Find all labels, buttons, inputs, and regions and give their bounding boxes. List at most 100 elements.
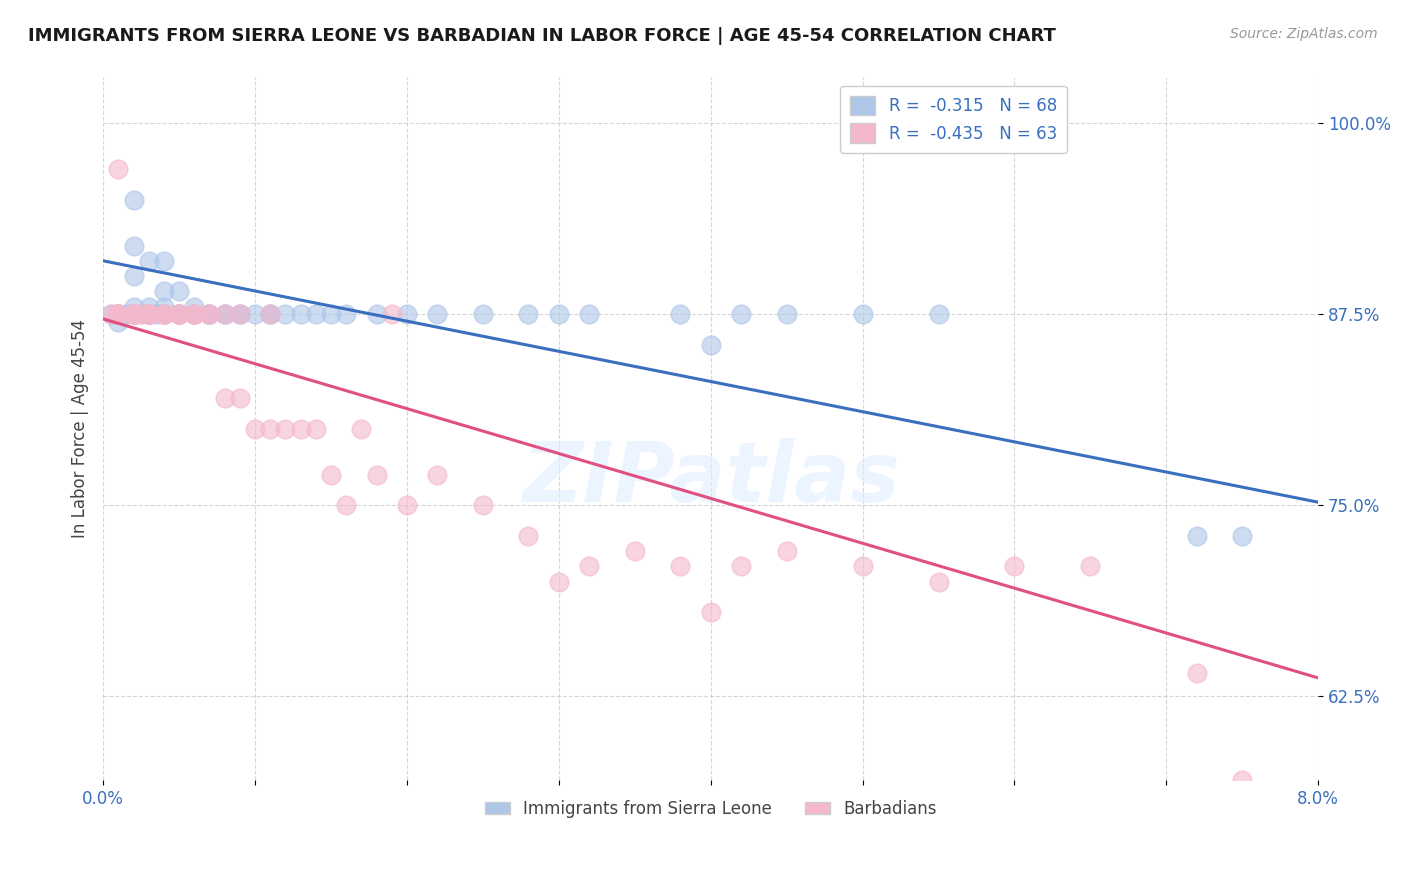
Point	[107, 307, 129, 321]
Point	[229, 307, 252, 321]
Point	[229, 307, 252, 321]
Point	[305, 422, 328, 436]
Point	[547, 574, 569, 589]
Point	[547, 307, 569, 321]
Point	[259, 307, 281, 321]
Point	[366, 307, 388, 321]
Point	[517, 307, 540, 321]
Point	[198, 307, 221, 321]
Point	[183, 307, 205, 321]
Point	[395, 498, 418, 512]
Point	[578, 307, 600, 321]
Point	[183, 300, 205, 314]
Point	[1004, 559, 1026, 574]
Point	[578, 559, 600, 574]
Point	[145, 307, 167, 321]
Y-axis label: In Labor Force | Age 45-54: In Labor Force | Age 45-54	[72, 319, 89, 539]
Point	[335, 498, 357, 512]
Point	[167, 307, 190, 321]
Point	[214, 307, 236, 321]
Point	[153, 307, 176, 321]
Point	[107, 307, 129, 321]
Point	[699, 605, 721, 619]
Point	[167, 285, 190, 299]
Point	[138, 307, 160, 321]
Point	[198, 307, 221, 321]
Point	[319, 467, 342, 482]
Point	[198, 307, 221, 321]
Point	[183, 307, 205, 321]
Point	[471, 307, 494, 321]
Point	[259, 307, 281, 321]
Point	[153, 285, 176, 299]
Point	[167, 307, 190, 321]
Legend: Immigrants from Sierra Leone, Barbadians: Immigrants from Sierra Leone, Barbadians	[478, 793, 943, 825]
Point	[229, 392, 252, 406]
Text: ZIPatlas: ZIPatlas	[522, 438, 900, 518]
Point	[1232, 529, 1254, 543]
Point	[167, 307, 190, 321]
Point	[775, 544, 797, 558]
Point	[305, 307, 328, 321]
Point	[426, 307, 449, 321]
Point	[138, 307, 160, 321]
Point	[319, 307, 342, 321]
Point	[138, 300, 160, 314]
Point	[138, 307, 160, 321]
Point	[153, 300, 176, 314]
Point	[153, 307, 176, 321]
Text: Source: ZipAtlas.com: Source: ZipAtlas.com	[1230, 27, 1378, 41]
Point	[153, 307, 176, 321]
Point	[122, 269, 145, 284]
Point	[198, 307, 221, 321]
Point	[138, 253, 160, 268]
Point	[122, 307, 145, 321]
Point	[517, 529, 540, 543]
Point	[214, 392, 236, 406]
Point	[138, 307, 160, 321]
Point	[243, 307, 266, 321]
Point	[129, 307, 152, 321]
Point	[183, 307, 205, 321]
Point	[290, 307, 312, 321]
Point	[852, 559, 875, 574]
Point	[167, 307, 190, 321]
Point	[623, 544, 645, 558]
Point	[107, 307, 129, 321]
Point	[107, 162, 129, 177]
Point	[259, 307, 281, 321]
Point	[122, 307, 145, 321]
Point	[107, 307, 129, 321]
Point	[107, 307, 129, 321]
Point	[122, 307, 145, 321]
Point	[1232, 773, 1254, 788]
Point	[928, 574, 950, 589]
Point	[669, 559, 692, 574]
Point	[100, 307, 122, 321]
Point	[1185, 529, 1208, 543]
Point	[381, 307, 404, 321]
Point	[107, 307, 129, 321]
Point	[153, 307, 176, 321]
Point	[107, 307, 129, 321]
Point	[259, 422, 281, 436]
Point	[183, 307, 205, 321]
Point	[167, 307, 190, 321]
Point	[138, 307, 160, 321]
Point	[183, 307, 205, 321]
Point	[122, 307, 145, 321]
Point	[350, 422, 373, 436]
Point	[138, 307, 160, 321]
Point	[198, 307, 221, 321]
Point	[129, 307, 152, 321]
Point	[107, 307, 129, 321]
Point	[122, 307, 145, 321]
Point	[138, 307, 160, 321]
Point	[290, 422, 312, 436]
Point	[426, 467, 449, 482]
Point	[153, 307, 176, 321]
Point	[138, 307, 160, 321]
Point	[122, 193, 145, 207]
Point	[699, 338, 721, 352]
Point	[669, 307, 692, 321]
